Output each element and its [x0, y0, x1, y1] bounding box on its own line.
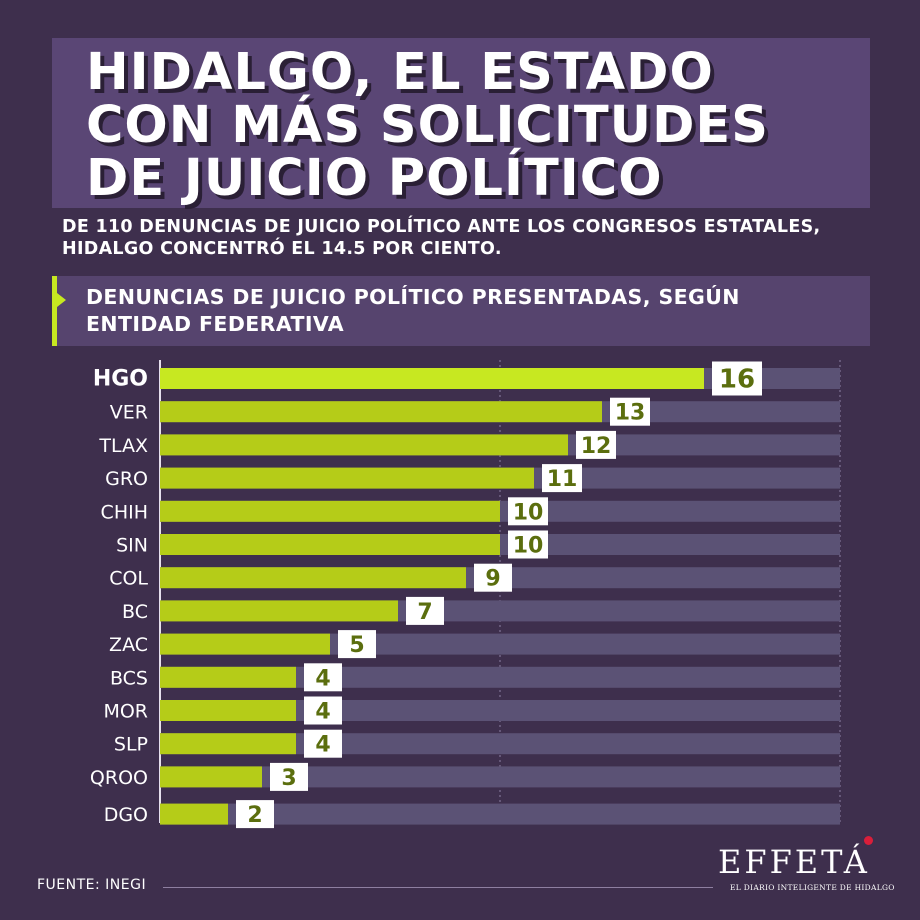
title-line-3: DE JUICIO POLÍTICO	[86, 149, 663, 208]
bar	[160, 733, 296, 755]
bar	[160, 700, 296, 721]
value-label: 10	[513, 500, 544, 525]
bar-track	[160, 766, 840, 788]
value-label-box	[610, 397, 650, 426]
category-label: MOR	[103, 701, 148, 723]
category-label: BCS	[110, 667, 148, 689]
category-label: BC	[122, 601, 148, 623]
category-label: CHIH	[101, 501, 148, 523]
value-label: 10	[513, 534, 544, 559]
logo-tagline: EL DIARIO INTELIGENTE DE HIDALGO	[730, 883, 895, 892]
subtitle-line-2: HIDALGO CONCENTRÓ EL 14.5 POR CIENTO.	[62, 239, 502, 259]
value-label-box	[712, 361, 762, 396]
chart-title-arrow-icon	[57, 293, 66, 307]
value-label-box	[508, 530, 548, 559]
subtitle: DE 110 DENUNCIAS DE JUICIO POLÍTICO ANTE…	[62, 216, 882, 260]
value-label: 4	[315, 700, 330, 725]
title-line-1: HIDALGO, EL ESTADO	[86, 43, 714, 102]
category-label: GRO	[105, 468, 148, 490]
value-label: 9	[485, 567, 500, 592]
bar	[160, 633, 330, 655]
chart-title-line-2: ENTIDAD FEDERATIVA	[86, 312, 345, 336]
page-title: HIDALGO, EL ESTADO CON MÁS SOLICITUDES D…	[86, 46, 860, 205]
category-label: VER	[110, 402, 148, 424]
chart-title-line-1: DENUNCIAS DE JUICIO POLÍTICO PRESENTADAS…	[86, 285, 740, 309]
value-label: 16	[719, 365, 755, 395]
footer-rule	[163, 887, 713, 888]
value-label-box	[338, 630, 376, 659]
title-line-2: CON MÁS SOLICITUDES	[86, 96, 769, 155]
chart-title-box: DENUNCIAS DE JUICIO POLÍTICO PRESENTADAS…	[52, 276, 870, 346]
category-label: QROO	[90, 767, 148, 789]
category-label: DGO	[104, 804, 148, 826]
value-label: 13	[615, 401, 646, 426]
bar	[160, 368, 704, 389]
value-label: 5	[349, 633, 364, 658]
chart-title-accent	[52, 276, 57, 346]
bar	[160, 766, 262, 788]
value-label: 2	[247, 803, 262, 828]
value-label-box	[270, 762, 308, 791]
bar	[160, 500, 500, 522]
bar	[160, 401, 602, 423]
category-label: ZAC	[109, 634, 148, 656]
category-label: TLAX	[98, 435, 148, 457]
value-label-box	[576, 430, 616, 459]
category-label: COL	[109, 568, 148, 590]
value-label: 4	[315, 666, 330, 691]
value-label-box	[542, 464, 582, 493]
bar	[160, 467, 534, 489]
value-label-box	[304, 729, 342, 758]
title-box: HIDALGO, EL ESTADO CON MÁS SOLICITUDES D…	[52, 38, 870, 208]
logo: EFFETÁ	[718, 843, 870, 881]
value-label: 4	[315, 733, 330, 758]
value-label: 3	[281, 766, 296, 791]
bar	[160, 434, 568, 456]
category-label: SLP	[114, 734, 148, 756]
value-label-box	[304, 696, 342, 725]
value-label-box	[406, 596, 444, 625]
chart-title: DENUNCIAS DE JUICIO POLÍTICO PRESENTADAS…	[86, 284, 860, 338]
subtitle-line-1: DE 110 DENUNCIAS DE JUICIO POLÍTICO ANTE…	[62, 217, 821, 237]
category-label: SIN	[116, 535, 148, 557]
bar	[160, 534, 500, 555]
bar	[160, 666, 296, 688]
value-label-box	[236, 800, 274, 829]
value-label: 11	[547, 467, 578, 492]
bar	[160, 600, 398, 622]
value-label: 7	[417, 600, 432, 625]
value-label-box	[474, 563, 512, 592]
bar	[160, 803, 228, 825]
bar	[160, 567, 466, 589]
source-note: FUENTE: INEGI	[37, 877, 147, 893]
value-label-box	[304, 663, 342, 692]
category-label: HGO	[93, 367, 148, 392]
value-label-box	[508, 497, 548, 526]
value-label: 12	[581, 434, 612, 459]
logo-accent-icon	[864, 836, 873, 845]
bar-track	[160, 803, 840, 825]
